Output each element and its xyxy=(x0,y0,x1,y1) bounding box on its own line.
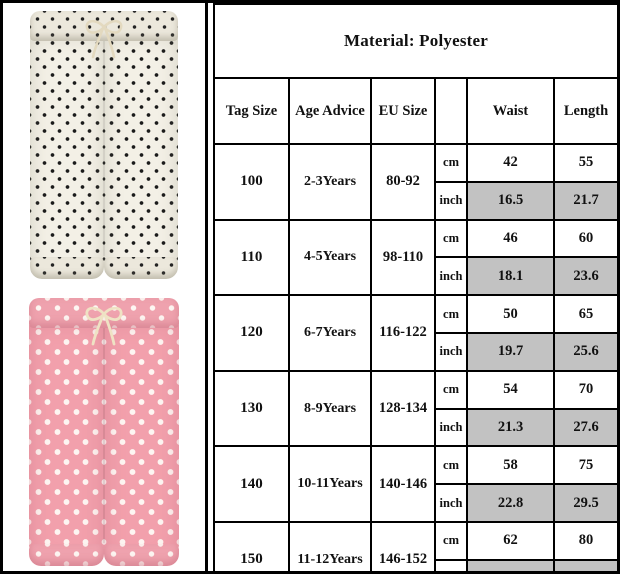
pink-pants-center-seam xyxy=(103,328,105,543)
table-row: inch 16.5 21.7 xyxy=(214,180,617,221)
cell-age-advice: 6-7Years xyxy=(288,294,372,372)
pink-pants-waistband xyxy=(29,298,179,328)
cell-tag-size: 100 xyxy=(213,143,290,221)
pink-pants-left-cuff xyxy=(29,544,104,566)
cell-eu-size: 80-92 xyxy=(370,143,436,221)
cell-unit-cm: cm xyxy=(434,520,468,561)
cell-length-cm: 55 xyxy=(552,143,617,183)
cell-unit-inch: inch xyxy=(434,180,468,221)
cell-length-inch: 27.6 xyxy=(552,407,617,448)
cell-waist-cm: 50 xyxy=(466,294,555,334)
header-eu-size: EU Size xyxy=(370,77,436,145)
cell-waist-inch: 24.4 xyxy=(466,558,555,571)
cell-tag-size: 130 xyxy=(213,369,290,448)
cell-length-inch: 25.6 xyxy=(552,331,617,372)
cell-waist-inch: 18.1 xyxy=(466,256,555,297)
product-photo-pink-pants xyxy=(3,286,205,571)
size-table-panel: Material: Polyester Tag Size Age Advice … xyxy=(208,3,617,571)
pink-pants-illustration xyxy=(29,298,179,566)
cell-waist-cm: 42 xyxy=(466,143,555,183)
cell-tag-size: 110 xyxy=(213,218,290,297)
table-row: inch 21.3 27.6 xyxy=(214,407,617,448)
table-row: inch 19.7 25.6 xyxy=(214,331,617,372)
cream-pants-center-seam xyxy=(103,41,105,256)
cell-tag-size: 140 xyxy=(213,445,290,523)
cell-waist-cm: 58 xyxy=(466,445,555,486)
cell-length-cm: 60 xyxy=(552,218,617,259)
cream-pants-right-cuff xyxy=(104,257,178,279)
cell-waist-cm: 62 xyxy=(466,520,555,561)
cream-pants-left-leg xyxy=(30,35,104,279)
cell-age-advice: 4-5Years xyxy=(288,218,372,297)
cell-waist-inch: 16.5 xyxy=(466,180,555,221)
table-header-row: Tag Size Age Advice EU Size Waist Length xyxy=(213,77,617,145)
table-row: inch 24.4 31.5 xyxy=(214,558,617,571)
table-row: 110 4-5Years 98-110 cm 46 60 xyxy=(213,218,617,297)
cell-length-inch: 21.7 xyxy=(552,180,617,221)
cell-unit-inch: inch xyxy=(434,407,468,448)
cell-unit-cm: cm xyxy=(434,445,468,486)
product-photo-cream-pants xyxy=(3,3,205,286)
cell-tag-size: 120 xyxy=(213,294,290,372)
cell-age-advice: 2-3Years xyxy=(288,143,372,221)
cell-age-advice: 10-11Years xyxy=(288,445,372,523)
cell-age-advice: 8-9Years xyxy=(288,369,372,448)
cell-unit-inch: inch xyxy=(434,483,468,523)
cell-unit-cm: cm xyxy=(434,294,468,334)
pink-pants-left-leg xyxy=(29,322,104,566)
cream-pants-left-cuff xyxy=(30,257,104,279)
cell-eu-size: 128-134 xyxy=(370,369,436,448)
cell-unit-cm: cm xyxy=(434,369,468,410)
cell-unit-inch: inch xyxy=(434,331,468,372)
pink-pants-right-leg xyxy=(104,322,179,566)
cell-length-inch: 31.5 xyxy=(552,558,617,571)
cell-age-advice: 11-12Years xyxy=(288,520,372,571)
pink-pants-drawstring-bow xyxy=(85,306,123,346)
cream-pants-illustration xyxy=(30,11,178,279)
table-row: 140 10-11Years 140-146 cm 58 75 xyxy=(213,445,617,523)
cell-tag-size: 150 xyxy=(213,520,290,571)
table-row: inch 22.8 29.5 xyxy=(214,483,617,523)
header-waist: Waist xyxy=(466,77,555,145)
table-row: 150 11-12Years 146-152 cm 62 80 xyxy=(213,520,617,571)
size-chart-table: Material: Polyester Tag Size Age Advice … xyxy=(212,3,617,571)
table-row: 130 8-9Years 128-134 cm 54 70 xyxy=(213,369,617,448)
cell-unit-cm: cm xyxy=(434,218,468,259)
cell-waist-cm: 54 xyxy=(466,369,555,410)
cream-pants-drawstring-bow xyxy=(85,19,123,59)
pink-pants-right-cuff xyxy=(104,544,179,566)
header-unit xyxy=(434,77,468,145)
cell-length-inch: 29.5 xyxy=(552,483,617,523)
cell-waist-inch: 22.8 xyxy=(466,483,555,523)
cell-length-cm: 80 xyxy=(552,520,617,561)
header-tag-size: Tag Size xyxy=(213,77,290,145)
cell-eu-size: 98-110 xyxy=(370,218,436,297)
table-title-row: Material: Polyester xyxy=(212,3,617,79)
table-row: 100 2-3Years 80-92 cm 42 55 xyxy=(213,143,617,221)
cell-unit-cm: cm xyxy=(434,143,468,183)
cell-waist-cm: 46 xyxy=(466,218,555,259)
cell-eu-size: 116-122 xyxy=(370,294,436,372)
cell-unit-inch: inch xyxy=(434,256,468,297)
cell-length-inch: 23.6 xyxy=(552,256,617,297)
cell-length-cm: 75 xyxy=(552,445,617,486)
product-image-panel xyxy=(3,3,208,571)
header-length: Length xyxy=(552,77,617,145)
table-row: inch 18.1 23.6 xyxy=(214,256,617,297)
cell-eu-size: 140-146 xyxy=(370,445,436,523)
material-title: Material: Polyester xyxy=(212,3,617,79)
cell-length-cm: 65 xyxy=(552,294,617,334)
cream-pants-right-leg xyxy=(104,35,178,279)
header-age-advice: Age Advice xyxy=(288,77,372,145)
cell-unit-inch: inch xyxy=(434,558,468,571)
cell-length-cm: 70 xyxy=(552,369,617,410)
cell-eu-size: 146-152 xyxy=(370,520,436,571)
cell-waist-inch: 21.3 xyxy=(466,407,555,448)
table-row: 120 6-7Years 116-122 cm 50 65 xyxy=(213,294,617,372)
cell-waist-inch: 19.7 xyxy=(466,331,555,372)
